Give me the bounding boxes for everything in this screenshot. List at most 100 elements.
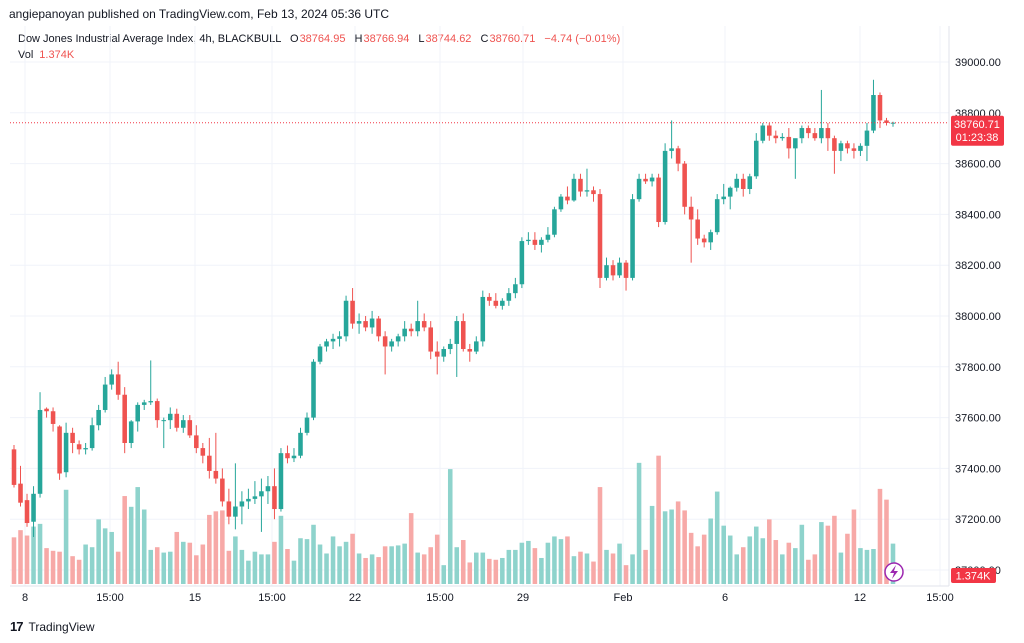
volume-bar xyxy=(252,551,258,584)
volume-bar xyxy=(363,557,368,584)
volume-bar xyxy=(493,559,499,584)
candle-body xyxy=(636,178,642,200)
candle-body xyxy=(812,133,818,139)
candle-body xyxy=(207,455,212,471)
candle-body xyxy=(695,219,700,239)
candle-body xyxy=(747,176,753,189)
candle-body xyxy=(623,262,629,278)
candle-body xyxy=(76,444,82,450)
volume-bar xyxy=(11,537,17,584)
price-tick-label: 38600.00 xyxy=(955,159,1001,171)
candle-body xyxy=(382,336,388,347)
volume-bar xyxy=(584,553,590,584)
volume-bar xyxy=(161,552,167,584)
candle-body xyxy=(832,138,837,151)
volume-bar xyxy=(669,509,674,584)
candle-body xyxy=(167,413,173,421)
volume-bar xyxy=(565,536,570,584)
volume-bar xyxy=(369,554,375,584)
volume-bar xyxy=(604,549,609,584)
candle-body xyxy=(200,448,206,456)
volume-bar xyxy=(434,534,440,584)
volume-bar xyxy=(649,505,655,584)
candle-body xyxy=(102,384,108,410)
candle-body xyxy=(851,148,857,151)
volume-bar xyxy=(682,510,687,584)
candle-body xyxy=(727,187,733,197)
time-tick-label: 12 xyxy=(854,592,866,604)
candle-body xyxy=(604,265,609,278)
volume-bar xyxy=(415,552,420,584)
volume-bar xyxy=(480,552,486,584)
volume-bar xyxy=(780,554,785,584)
candle-body xyxy=(408,328,414,332)
volume-label[interactable]: Vol xyxy=(18,49,34,61)
time-tick-label: 15:00 xyxy=(926,592,954,604)
candle-body xyxy=(682,163,687,207)
volume-bar xyxy=(154,547,160,584)
candle-body xyxy=(363,321,368,328)
volume-bar xyxy=(519,542,525,584)
flash-icon[interactable] xyxy=(884,562,904,582)
publisher-line: angiepanoyan published on TradingView.co… xyxy=(9,7,390,21)
candle-body xyxy=(44,408,49,412)
change-value: −4.74 (−0.01%) xyxy=(544,33,621,45)
volume-bar xyxy=(226,550,232,584)
candle-body xyxy=(233,506,238,517)
volume-bar xyxy=(675,501,681,584)
candle-body xyxy=(767,125,772,136)
low-label: L xyxy=(418,33,425,45)
candle-body xyxy=(148,401,154,403)
volume-bar xyxy=(402,543,407,584)
volume-bar xyxy=(643,549,648,584)
candle-body xyxy=(304,417,310,433)
volume-bar xyxy=(304,539,310,584)
tradingview-logo-icon[interactable]: 17 xyxy=(10,619,24,634)
price-axis-labels: 39000.00 38800.00 38600.00 38400.00 38200.00… xyxy=(955,57,1001,577)
candle-body xyxy=(845,143,850,149)
footer-brand[interactable]: TradingView xyxy=(28,619,95,634)
candle-body xyxy=(714,199,720,233)
volume-bar xyxy=(259,554,264,584)
volume-value: 1.374K xyxy=(39,49,75,61)
candle-body xyxy=(669,148,674,151)
volume-bar xyxy=(50,550,56,584)
volume-bar xyxy=(200,544,206,584)
volume-bar xyxy=(233,536,238,584)
candle-body xyxy=(395,336,401,342)
candle-body xyxy=(617,262,622,276)
candle-body xyxy=(877,95,883,121)
open-label: O xyxy=(290,33,299,45)
volume-bar xyxy=(545,542,551,584)
symbol-name[interactable]: Dow Jones Industrial Average Index, 4h, … xyxy=(18,33,281,45)
volume-bar xyxy=(102,528,108,584)
candle-body xyxy=(441,349,447,357)
volume-bar xyxy=(877,488,883,584)
candle-body xyxy=(487,296,492,301)
candle-body xyxy=(135,404,140,422)
candle-body xyxy=(858,145,863,151)
volume-bar xyxy=(884,499,889,584)
candle-body xyxy=(89,425,95,449)
volume-bar xyxy=(109,531,114,584)
candle-body xyxy=(780,136,785,139)
volume-bar xyxy=(278,515,284,584)
close-value: 38760.71 xyxy=(489,33,536,45)
candle-body xyxy=(220,478,225,502)
candles xyxy=(11,79,896,537)
candle-body xyxy=(128,421,134,443)
candle-body xyxy=(246,498,251,502)
candle-body xyxy=(701,238,707,243)
volume-bar xyxy=(115,551,121,584)
high-value: 38766.94 xyxy=(363,33,410,45)
volume-bar xyxy=(513,549,518,584)
candle-body xyxy=(154,401,160,421)
candle-body xyxy=(773,135,779,139)
volume-badge-text: 1.374K xyxy=(956,571,992,583)
volume-bar xyxy=(70,556,75,584)
volume-bar xyxy=(558,539,564,584)
candle-body xyxy=(272,486,277,510)
volume-bar xyxy=(793,548,798,584)
volume-bar xyxy=(474,552,479,584)
